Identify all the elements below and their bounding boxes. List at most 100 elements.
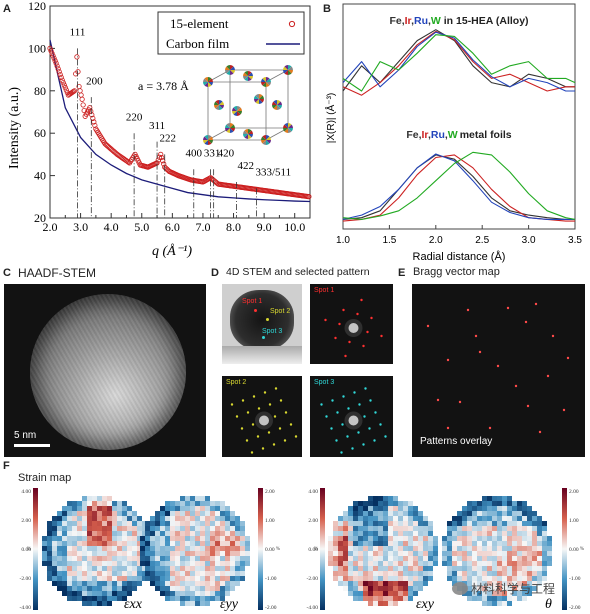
strain-pixel xyxy=(547,546,552,551)
strain-pixel xyxy=(447,526,452,531)
central-halo xyxy=(255,411,273,430)
strain-pixel xyxy=(373,516,378,521)
diffraction-spot xyxy=(379,423,382,426)
strain-pixel xyxy=(378,601,383,606)
strain-pixel xyxy=(512,551,517,556)
strain-pixel xyxy=(195,511,200,516)
strain-pixel xyxy=(487,501,492,506)
strain-pixel xyxy=(72,521,77,526)
strain-pixel xyxy=(132,546,137,551)
colorbar-tick-label: 4.00 xyxy=(308,489,318,495)
strain-pixel xyxy=(373,571,378,576)
strain-pixel xyxy=(195,501,200,506)
atom-wedge xyxy=(255,99,259,104)
strain-pixel xyxy=(137,561,142,566)
strain-pixel xyxy=(482,541,487,546)
strain-pixel xyxy=(102,541,107,546)
strain-pixel xyxy=(165,556,170,561)
strain-pixel xyxy=(502,556,507,561)
diffraction-spot xyxy=(278,427,282,430)
strain-pixel xyxy=(160,526,165,531)
diffraction-spot xyxy=(342,395,345,398)
strain-pixel xyxy=(502,551,507,556)
diffraction-spot xyxy=(346,435,349,438)
strain-pixel xyxy=(457,566,462,571)
strain-pixel xyxy=(220,551,225,556)
strain-pixel xyxy=(522,596,527,601)
bragg-peak xyxy=(466,308,470,312)
strain-pixel xyxy=(428,561,433,566)
strain-pixel xyxy=(230,546,235,551)
strain-pixel xyxy=(170,546,175,551)
strain-pixel xyxy=(378,546,383,551)
strain-pixel xyxy=(507,511,512,516)
strain-pixel xyxy=(230,556,235,561)
strain-pixel xyxy=(127,536,132,541)
strain-pixel xyxy=(522,576,527,581)
strain-pixel xyxy=(185,601,190,606)
strain-pixel xyxy=(127,571,132,576)
strain-pixel xyxy=(107,571,112,576)
strain-pixel xyxy=(185,551,190,556)
strain-pixel xyxy=(180,546,185,551)
strain-pixel xyxy=(42,561,47,566)
strain-pixel xyxy=(428,571,433,576)
strain-pixel xyxy=(175,581,180,586)
data-point xyxy=(58,74,64,80)
strain-pixel xyxy=(225,536,230,541)
x-axis-label: q (Å⁻¹) xyxy=(152,243,192,259)
strain-pixel xyxy=(205,506,210,511)
title-fe: Fe xyxy=(389,15,401,27)
atom-wedge xyxy=(277,105,282,109)
strain-pixel xyxy=(452,521,457,526)
strain-pixel xyxy=(482,531,487,536)
strain-pixel xyxy=(353,501,358,506)
strain-pixel xyxy=(160,546,165,551)
strain-pixel xyxy=(388,526,393,531)
strain-pixel xyxy=(403,506,408,511)
strain-pixel xyxy=(175,521,180,526)
data-point xyxy=(59,77,65,83)
strain-pixel xyxy=(527,506,532,511)
strain-pixel xyxy=(107,556,112,561)
strain-pixel xyxy=(185,521,190,526)
atom-wedge xyxy=(284,65,288,70)
strain-pixel xyxy=(155,531,160,536)
strain-pixel xyxy=(393,536,398,541)
strain-pixel xyxy=(200,541,205,546)
central-beam xyxy=(259,415,269,426)
peak-label: 400 xyxy=(186,148,203,160)
strain-pixel xyxy=(537,581,542,586)
strain-pixel xyxy=(413,591,418,596)
strain-pixel xyxy=(240,541,245,546)
nanoparticle xyxy=(30,294,186,450)
strain-pixel xyxy=(487,571,492,576)
strain-pixel xyxy=(82,516,87,521)
atom-wedge xyxy=(266,140,271,144)
strain-pixel xyxy=(472,521,477,526)
strain-pixel xyxy=(122,501,127,506)
strain-pixel xyxy=(92,521,97,526)
strain-pixel xyxy=(457,571,462,576)
strain-pixel xyxy=(467,566,472,571)
strain-pixel xyxy=(82,596,87,601)
strain-pixel xyxy=(378,576,383,581)
x-tick-label: 2.0 xyxy=(43,220,58,234)
strain-pixel xyxy=(383,556,388,561)
strain-pixel xyxy=(383,541,388,546)
strain-pixel xyxy=(245,551,250,556)
strain-pixel xyxy=(102,566,107,571)
strain-pixel xyxy=(57,566,62,571)
strain-pixel xyxy=(220,526,225,531)
strain-pixel xyxy=(132,576,137,581)
strain-pixel xyxy=(112,566,117,571)
strain-pixel xyxy=(408,516,413,521)
strain-pixel xyxy=(160,556,165,561)
strain-pixel xyxy=(57,531,62,536)
strain-pixel xyxy=(522,516,527,521)
strain-pixel xyxy=(522,501,527,506)
strain-pixel xyxy=(462,551,467,556)
strain-pixel xyxy=(363,586,368,591)
bragg-peak xyxy=(526,404,530,408)
b-x-tick-label: 2.5 xyxy=(475,235,489,246)
